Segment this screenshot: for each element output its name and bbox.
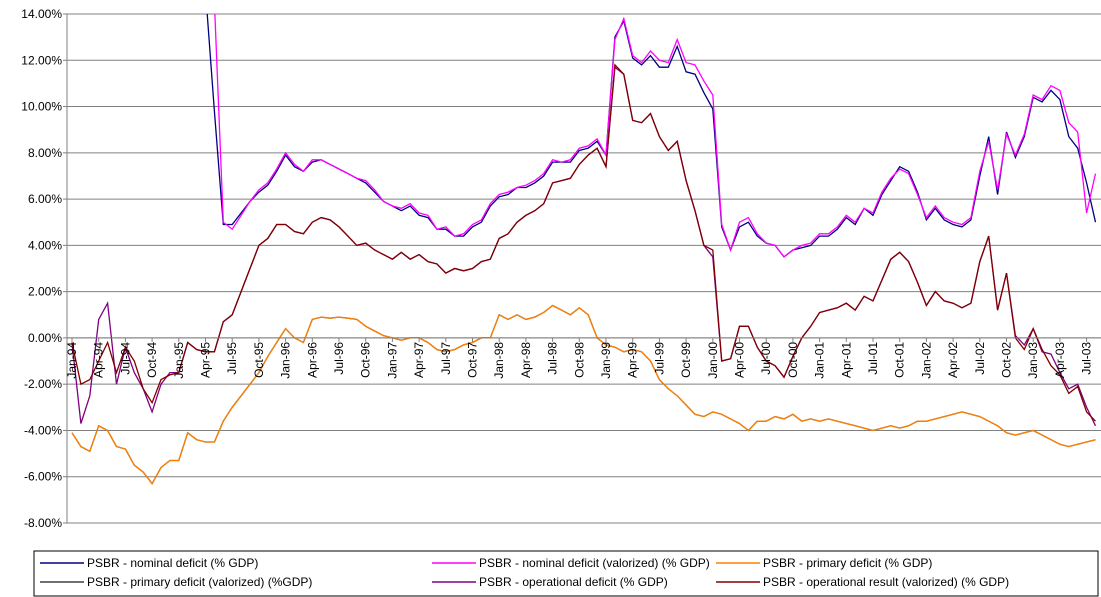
grid [67, 13, 1101, 524]
legend-label: PSBR - operational result (valorized) (%… [763, 575, 1009, 589]
x-tick-label: Jan-95 [172, 342, 186, 379]
series-line [71, 304, 1096, 485]
y-tick-label: 2.00% [28, 285, 62, 299]
x-tick-label: Apr-00 [733, 342, 747, 378]
series-line [71, 304, 1096, 485]
x-tick-label: Jul-99 [652, 342, 666, 375]
y-tick-label: 8.00% [28, 146, 62, 160]
x-tick-label: Oct-00 [786, 342, 800, 378]
x-tick-label: Jan-98 [492, 342, 506, 379]
x-tick-label: Jul-00 [759, 342, 773, 375]
plot-lines [71, 14, 1097, 485]
legend-label: PSBR - primary deficit (% GDP) [763, 556, 932, 570]
y-tick-label: 4.00% [28, 238, 62, 252]
series-line [214, 14, 1097, 258]
y-tick-label: 12.00% [21, 53, 62, 67]
x-tick-label: Jan-01 [813, 342, 827, 379]
x-tick-label: Jul-01 [866, 342, 880, 375]
x-tick-label: Jul-96 [332, 342, 346, 375]
legend-box [33, 550, 1099, 597]
legend-label: PSBR - operational deficit (% GDP) [479, 575, 668, 589]
x-tick-label: Apr-99 [626, 342, 640, 378]
x-tick-label: Oct-99 [679, 342, 693, 378]
x-tick-label: Jul-03 [1080, 342, 1094, 375]
x-tick-label: Jan-99 [599, 342, 613, 379]
x-tick-label: Oct-01 [893, 342, 907, 378]
x-tick-label: Jan-02 [919, 342, 933, 379]
x-tick-label: Apr-97 [412, 342, 426, 378]
x-tick-label: Apr-94 [92, 342, 106, 378]
x-tick-label: Apr-95 [199, 342, 213, 378]
x-tick-label: Jul-98 [546, 342, 560, 375]
x-tick-label: Jan-03 [1026, 342, 1040, 379]
y-tick-label: -2.00% [24, 377, 62, 391]
x-tick-label: Apr-03 [1053, 342, 1067, 378]
x-tick-label: Oct-98 [572, 342, 586, 378]
x-tick-label: Jan-97 [385, 342, 399, 379]
x-tick-label: Jul-95 [225, 342, 239, 375]
x-tick-label: Jul-94 [118, 342, 132, 375]
x-tick-label: Oct-95 [252, 342, 266, 378]
x-tick-label: Jul-02 [973, 342, 987, 375]
x-tick-label: Apr-98 [519, 342, 533, 378]
y-tick-label: -8.00% [24, 516, 62, 530]
y-tick-label: -4.00% [24, 423, 62, 437]
legend-label: PSBR - nominal deficit (valorized) (% GD… [479, 556, 710, 570]
y-tick-label: -6.00% [24, 470, 62, 484]
x-tick-label: Jan-96 [279, 342, 293, 379]
x-tick-label: Apr-01 [839, 342, 853, 378]
x-tick-label: Jan-94 [65, 342, 79, 379]
x-tick-label: Jan-00 [706, 342, 720, 379]
legend-label: PSBR - primary deficit (valorized) (%GDP… [87, 575, 312, 589]
axes: -8.00% -6.00% -4.00% -2.00% 0.00% 2.00% 4.00% 6… [21, 7, 1101, 530]
series-line [71, 63, 1096, 422]
x-tick-label: Apr-02 [946, 342, 960, 378]
x-tick-label: Oct-97 [466, 342, 480, 378]
y-tick-label: 6.00% [28, 192, 62, 206]
y-tick-label: 10.00% [21, 100, 62, 114]
y-tick-label: 0.00% [28, 331, 62, 345]
x-tick-label: Oct-02 [1000, 342, 1014, 378]
x-tick-label: Oct-94 [145, 342, 159, 378]
legend-label: PSBR - nominal deficit (% GDP) [87, 556, 258, 570]
y-tick-label: 14.00% [21, 7, 62, 21]
x-tick-label: Apr-96 [305, 342, 319, 378]
x-tick-label: Jul-97 [439, 342, 453, 375]
series-line [206, 14, 1097, 258]
x-tick-label: Oct-96 [359, 342, 373, 378]
